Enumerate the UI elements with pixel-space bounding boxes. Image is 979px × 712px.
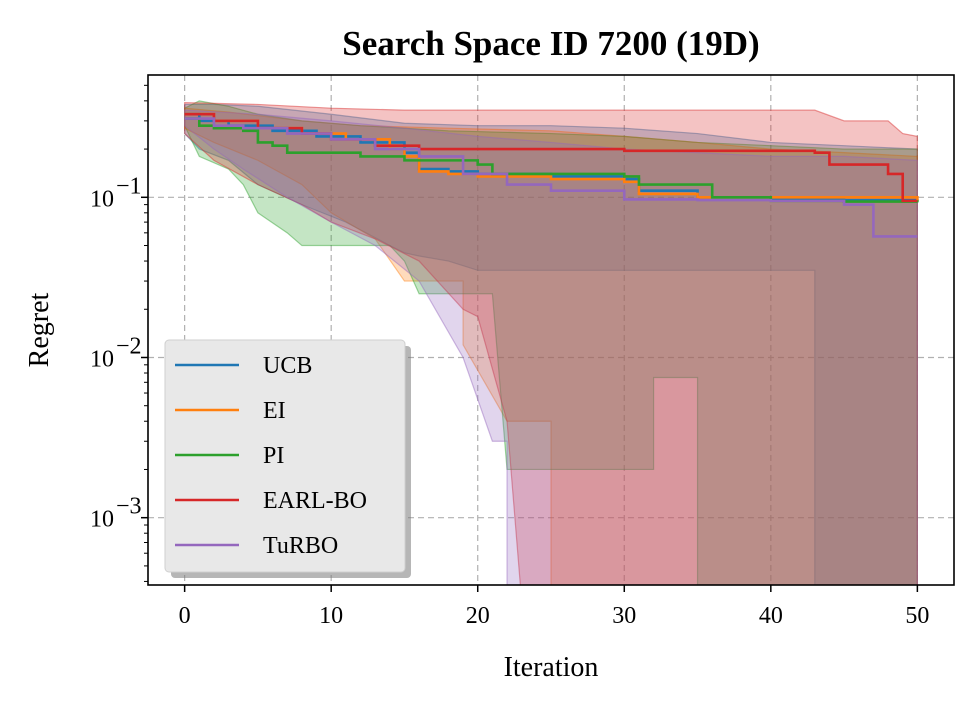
line-pi [184, 117, 919, 203]
band-earl-bo [184, 101, 918, 585]
x-tick-label: 0 [179, 603, 191, 629]
legend: UCB EI PI EARL-BO TuRBO [164, 339, 411, 578]
legend-label: EI [263, 398, 286, 424]
y-tick-label: 10 [90, 507, 114, 533]
y-tick-label: 10 [90, 186, 114, 212]
series-lines [184, 112, 919, 238]
band-pi [184, 100, 918, 585]
x-tick-label: 40 [759, 603, 783, 629]
y-tick-exponent: −1 [116, 173, 142, 199]
band-ucb [184, 103, 918, 585]
legend-box [164, 339, 406, 573]
y-tick-label: 10 [90, 346, 114, 372]
y-tick-exponent: −3 [116, 494, 142, 520]
x-tick-label: 50 [905, 603, 929, 629]
legend-label: UCB [263, 353, 312, 379]
x-tick-label: 30 [612, 603, 636, 629]
x-tick-label: 10 [319, 603, 343, 629]
legend-label: TuRBO [263, 533, 338, 559]
y-tick-exponent: −2 [116, 333, 142, 359]
line-turbo [184, 117, 918, 238]
chart-title: Search Space ID 7200 (19D) [342, 24, 759, 63]
y-axis-label: Regret [24, 292, 55, 367]
band-turbo [184, 109, 918, 585]
legend-label: PI [263, 443, 284, 469]
x-axis-label: Iteration [504, 652, 599, 683]
x-tick-label: 20 [466, 603, 490, 629]
plot-frame [147, 74, 955, 586]
legend-label: EARL-BO [263, 488, 367, 514]
band-ei [184, 107, 918, 585]
confidence-bands [184, 100, 918, 585]
